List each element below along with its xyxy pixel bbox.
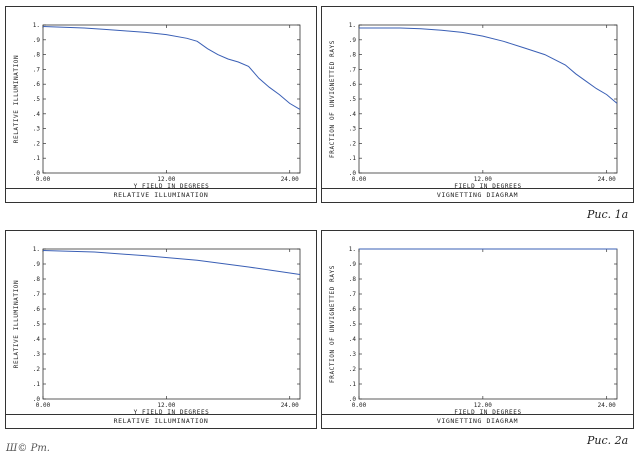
y-axis-label: RELATIVE ILLUMINATION xyxy=(13,55,20,143)
y-tick-label: .4 xyxy=(349,111,357,118)
y-tick-label: .3 xyxy=(349,351,357,358)
y-tick-label: .5 xyxy=(349,321,357,328)
plot-frame xyxy=(42,24,301,174)
y-tick-label: 1. xyxy=(33,246,40,253)
y-tick-label: .7 xyxy=(33,66,41,73)
plot-frame xyxy=(358,248,618,400)
y-tick-label: .4 xyxy=(349,336,357,343)
chart-caption-4: VIGNETTING DIAGRAM xyxy=(322,414,633,428)
x-tick-label: 0.00 xyxy=(352,402,367,409)
chart-panel-3: .0 .1 .2 .3 .4 .5 .6 .7 .8 .9 1. 0.00 12.00 24.00 Y FI… xyxy=(5,230,317,429)
y-tick-label: .9 xyxy=(349,37,357,44)
x-tick-label: 12.00 xyxy=(157,402,175,409)
x-tick-label: 24.00 xyxy=(598,402,616,409)
chart-panel-4: .0 .1 .2 .3 .4 .5 .6 .7 .8 .9 1. 0.00 12.00 24.00 FIEL… xyxy=(321,230,634,429)
y-tick-label: .2 xyxy=(349,140,357,147)
y-tick-label: .7 xyxy=(349,66,357,73)
y-tick-label: .9 xyxy=(349,261,357,268)
x-axis-label: FIELD IN DEGREES xyxy=(454,409,521,416)
y-tick-label: .9 xyxy=(33,261,41,268)
x-tick-label: 12.00 xyxy=(474,176,492,183)
y-tick-label: .6 xyxy=(349,306,357,313)
x-tick-label: 0.00 xyxy=(352,176,367,183)
x-axis-label: FIELD IN DEGREES xyxy=(454,183,521,190)
series-line-1 xyxy=(42,26,301,110)
y-tick-label: .8 xyxy=(349,52,357,59)
y-tick-label: .5 xyxy=(33,321,41,328)
y-tick-label: .1 xyxy=(33,155,41,162)
y-tick-label: .2 xyxy=(33,140,41,147)
figure-label-2: Рис. 2а xyxy=(587,434,629,447)
y-tick-label: .8 xyxy=(33,52,41,59)
y-tick-label: .4 xyxy=(33,111,41,118)
y-tick-label: .8 xyxy=(33,276,41,283)
y-tick-label: .3 xyxy=(33,126,41,133)
y-tick-label: .4 xyxy=(33,336,41,343)
y-tick-label: .5 xyxy=(33,96,41,103)
y-tick-label: .6 xyxy=(349,81,357,88)
series-line-1 xyxy=(359,27,618,104)
chart-caption-2: VIGNETTING DIAGRAM xyxy=(322,188,633,202)
y-tick-label: 1. xyxy=(349,22,356,29)
y-tick-label: .6 xyxy=(33,306,41,313)
x-tick-label: 12.00 xyxy=(157,176,175,183)
y-tick-label: .0 xyxy=(33,396,41,403)
x-tick-label: 12.00 xyxy=(474,402,492,409)
chart-panel-2: .0 .1 .2 .3 .4 .5 .6 .7 .8 .9 1. 0.00 12.00 24.00 FIEL… xyxy=(321,6,634,203)
x-axis-label: Y FIELD IN DEGREES xyxy=(134,409,210,416)
y-tick-label: .7 xyxy=(33,291,41,298)
chart-svg-3: .0 .1 .2 .3 .4 .5 .6 .7 .8 .9 1. 0.00 12.00 24.00 Y FI… xyxy=(13,246,301,416)
y-tick-label: .3 xyxy=(349,126,357,133)
series-line-1 xyxy=(42,250,301,275)
figure-label-1: Рис. 1а xyxy=(587,208,629,221)
y-tick-label: .6 xyxy=(33,81,41,88)
y-tick-label: .2 xyxy=(349,366,357,373)
y-tick-label: 1. xyxy=(349,246,356,253)
y-axis-label: FRACTION OF UNVIGNETTED RAYS xyxy=(329,40,336,158)
signature-mark: Ш© Рт. xyxy=(6,443,50,454)
y-tick-label: .1 xyxy=(349,381,357,388)
y-tick-label: .1 xyxy=(349,155,357,162)
y-axis-label: FRACTION OF UNVIGNETTED RAYS xyxy=(329,265,336,383)
x-tick-label: 0.00 xyxy=(36,402,51,409)
y-tick-label: .7 xyxy=(349,291,357,298)
plot-frame xyxy=(358,24,618,174)
y-tick-label: .8 xyxy=(349,276,357,283)
x-tick-label: 0.00 xyxy=(36,176,51,183)
chart-panel-1: .0 .1 .2 .3 .4 .5 .6 .7 .8 .9 1. 0.00 12.00 24.00 Y FI… xyxy=(5,6,317,203)
y-tick-label: .3 xyxy=(33,351,41,358)
y-axis-label: RELATIVE ILLUMINATION xyxy=(13,280,20,368)
y-tick-label: .1 xyxy=(33,381,41,388)
y-tick-label: .5 xyxy=(349,96,357,103)
x-tick-label: 24.00 xyxy=(281,402,299,409)
x-axis-label: Y FIELD IN DEGREES xyxy=(134,183,210,190)
y-tick-label: .0 xyxy=(33,170,41,177)
y-tick-label: .0 xyxy=(349,170,357,177)
y-tick-label: .2 xyxy=(33,366,41,373)
chart-caption-1: RELATIVE ILLUMINATION xyxy=(6,188,316,202)
y-tick-label: 1. xyxy=(33,22,40,29)
y-tick-label: .9 xyxy=(33,37,41,44)
x-tick-label: 24.00 xyxy=(281,176,299,183)
plot-frame xyxy=(42,248,301,400)
chart-svg-1: .0 .1 .2 .3 .4 .5 .6 .7 .8 .9 1. 0.00 12.00 24.00 Y FI… xyxy=(13,22,301,190)
chart-svg-2: .0 .1 .2 .3 .4 .5 .6 .7 .8 .9 1. 0.00 12.00 24.00 FIEL… xyxy=(329,22,618,190)
x-tick-label: 24.00 xyxy=(598,176,616,183)
chart-svg-4: .0 .1 .2 .3 .4 .5 .6 .7 .8 .9 1. 0.00 12.00 24.00 FIEL… xyxy=(329,246,618,416)
chart-caption-3: RELATIVE ILLUMINATION xyxy=(6,414,316,428)
y-tick-label: .0 xyxy=(349,396,357,403)
